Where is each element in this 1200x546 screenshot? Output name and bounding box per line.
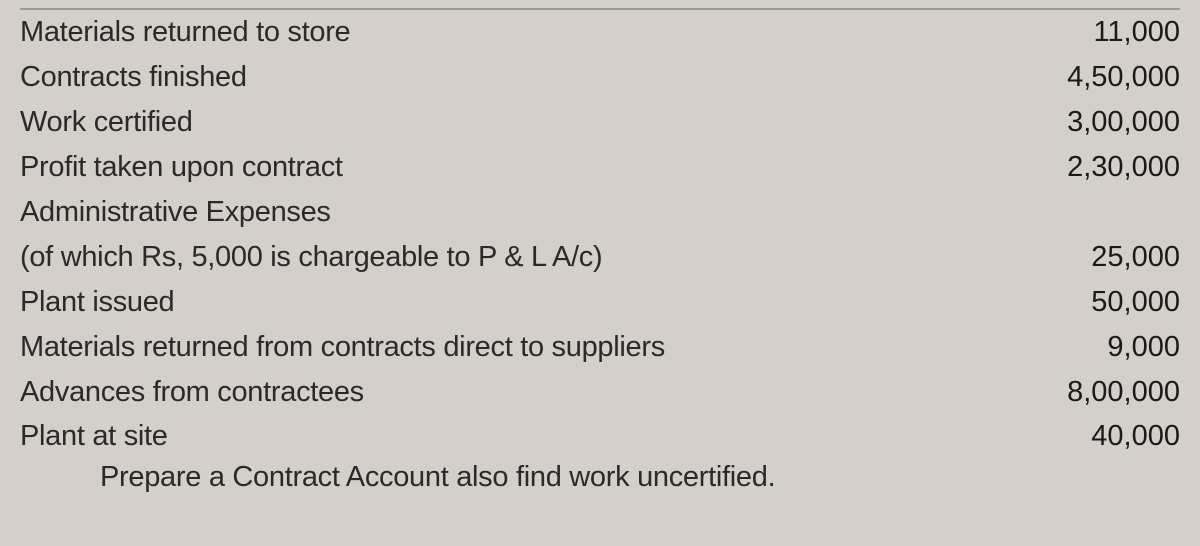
instruction-text: Prepare a Contract Account also find wor… — [20, 459, 1180, 494]
row-value: 50,000 — [1030, 280, 1180, 325]
row-label: Advances from contractees — [20, 370, 364, 415]
row-label: Work certified — [20, 100, 193, 145]
table-row: Work certified 3,00,000 — [20, 100, 1180, 145]
table-row: Administrative Expenses — [20, 190, 1180, 235]
table-row: Advances from contractees 8,00,000 — [20, 370, 1180, 415]
row-value: 3,00,000 — [1030, 100, 1180, 145]
row-value: 2,30,000 — [1030, 145, 1180, 190]
ledger-table: Materials returned to store 11,000 Contr… — [20, 8, 1180, 494]
table-row: (of which Rs, 5,000 is chargeable to P &… — [20, 235, 1180, 280]
row-label: (of which Rs, 5,000 is chargeable to P &… — [20, 235, 602, 280]
row-value: 8,00,000 — [1030, 370, 1180, 415]
row-label: Plant at site — [20, 414, 168, 459]
row-label: Materials returned from contracts direct… — [20, 325, 665, 370]
row-value: 25,000 — [1030, 235, 1180, 280]
row-value: 40,000 — [1030, 414, 1180, 459]
row-label: Materials returned to store — [20, 10, 350, 55]
row-label: Contracts finished — [20, 55, 247, 100]
row-value: 11,000 — [1030, 10, 1180, 55]
table-row: Plant issued 50,000 — [20, 280, 1180, 325]
row-value: 4,50,000 — [1030, 55, 1180, 100]
table-row: Contracts finished 4,50,000 — [20, 55, 1180, 100]
row-label: Administrative Expenses — [20, 190, 331, 235]
row-value: 9,000 — [1030, 325, 1180, 370]
row-label: Plant issued — [20, 280, 174, 325]
table-row: Materials returned to store 11,000 — [20, 10, 1180, 55]
row-label: Profit taken upon contract — [20, 145, 343, 190]
table-row: Materials returned from contracts direct… — [20, 325, 1180, 370]
table-row: Profit taken upon contract 2,30,000 — [20, 145, 1180, 190]
table-row: Plant at site 40,000 — [20, 414, 1180, 459]
